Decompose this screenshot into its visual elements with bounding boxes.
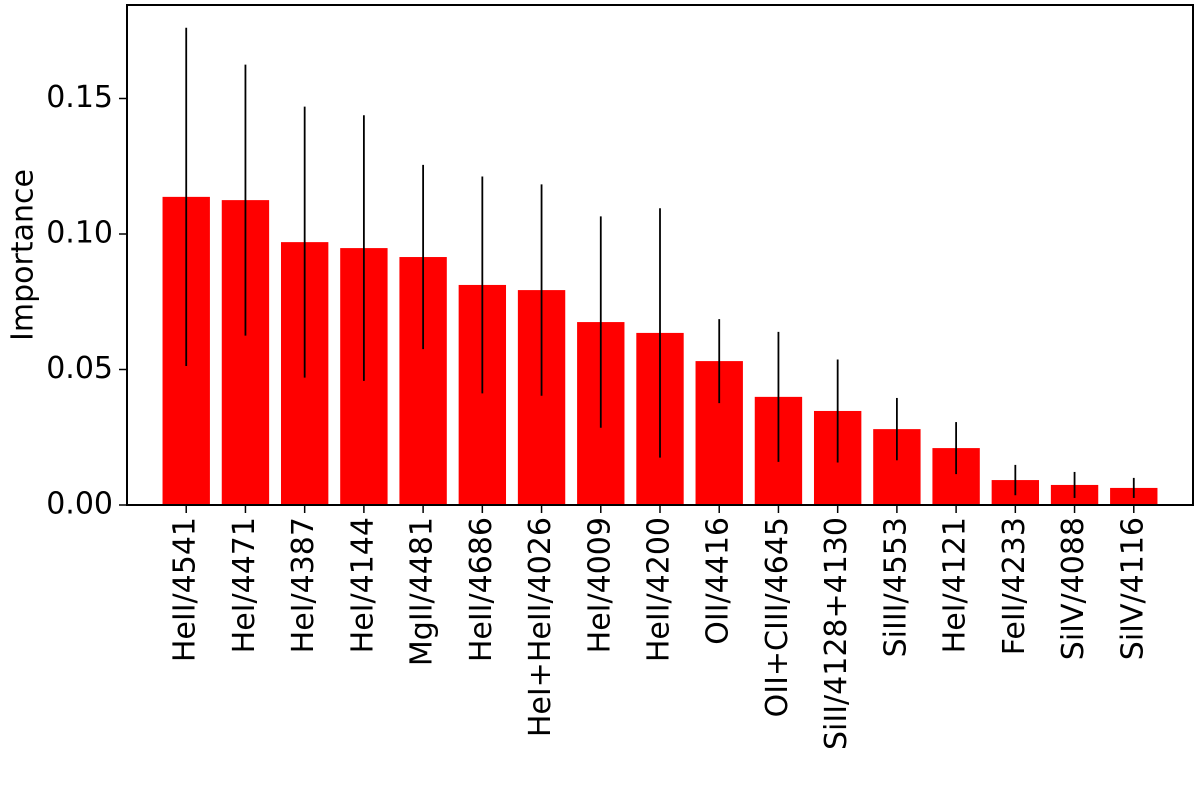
- x-tick-label: HeI/4121: [938, 517, 973, 653]
- x-tick-label: OII+CIII/4645: [760, 517, 795, 717]
- y-tick-label: 0.15: [46, 80, 113, 115]
- x-tick-label: OII/4416: [701, 517, 736, 645]
- x-tick-label: HeI/4009: [582, 517, 617, 653]
- x-tick-label: SiII/4128+4130: [819, 517, 854, 750]
- x-tick-label: HeI/4387: [286, 517, 321, 653]
- x-tick-label: HeII/4541: [168, 517, 203, 662]
- x-tick-label: HeI+HeII/4026: [523, 517, 558, 737]
- y-axis-label: Importance: [6, 169, 41, 341]
- x-tick-label: HeII/4200: [642, 517, 677, 662]
- plot-frame: [126, 4, 1194, 506]
- x-tick-label: SiIV/4088: [1056, 517, 1091, 660]
- x-tick-label: MgII/4481: [405, 517, 440, 666]
- y-tick-label: 0.05: [46, 351, 113, 386]
- x-tick-label: HeI/4471: [227, 517, 262, 653]
- x-tick-label: FeII/4233: [997, 517, 1032, 655]
- y-tick-label: 0.00: [46, 487, 113, 522]
- x-tick-label: SiIV/4116: [1115, 517, 1150, 660]
- y-tick-label: 0.10: [46, 215, 113, 250]
- x-tick-label: HeII/4686: [464, 517, 499, 662]
- x-tick-label: SiIII/4553: [878, 517, 913, 657]
- x-tick-label: HeI/4144: [345, 517, 380, 653]
